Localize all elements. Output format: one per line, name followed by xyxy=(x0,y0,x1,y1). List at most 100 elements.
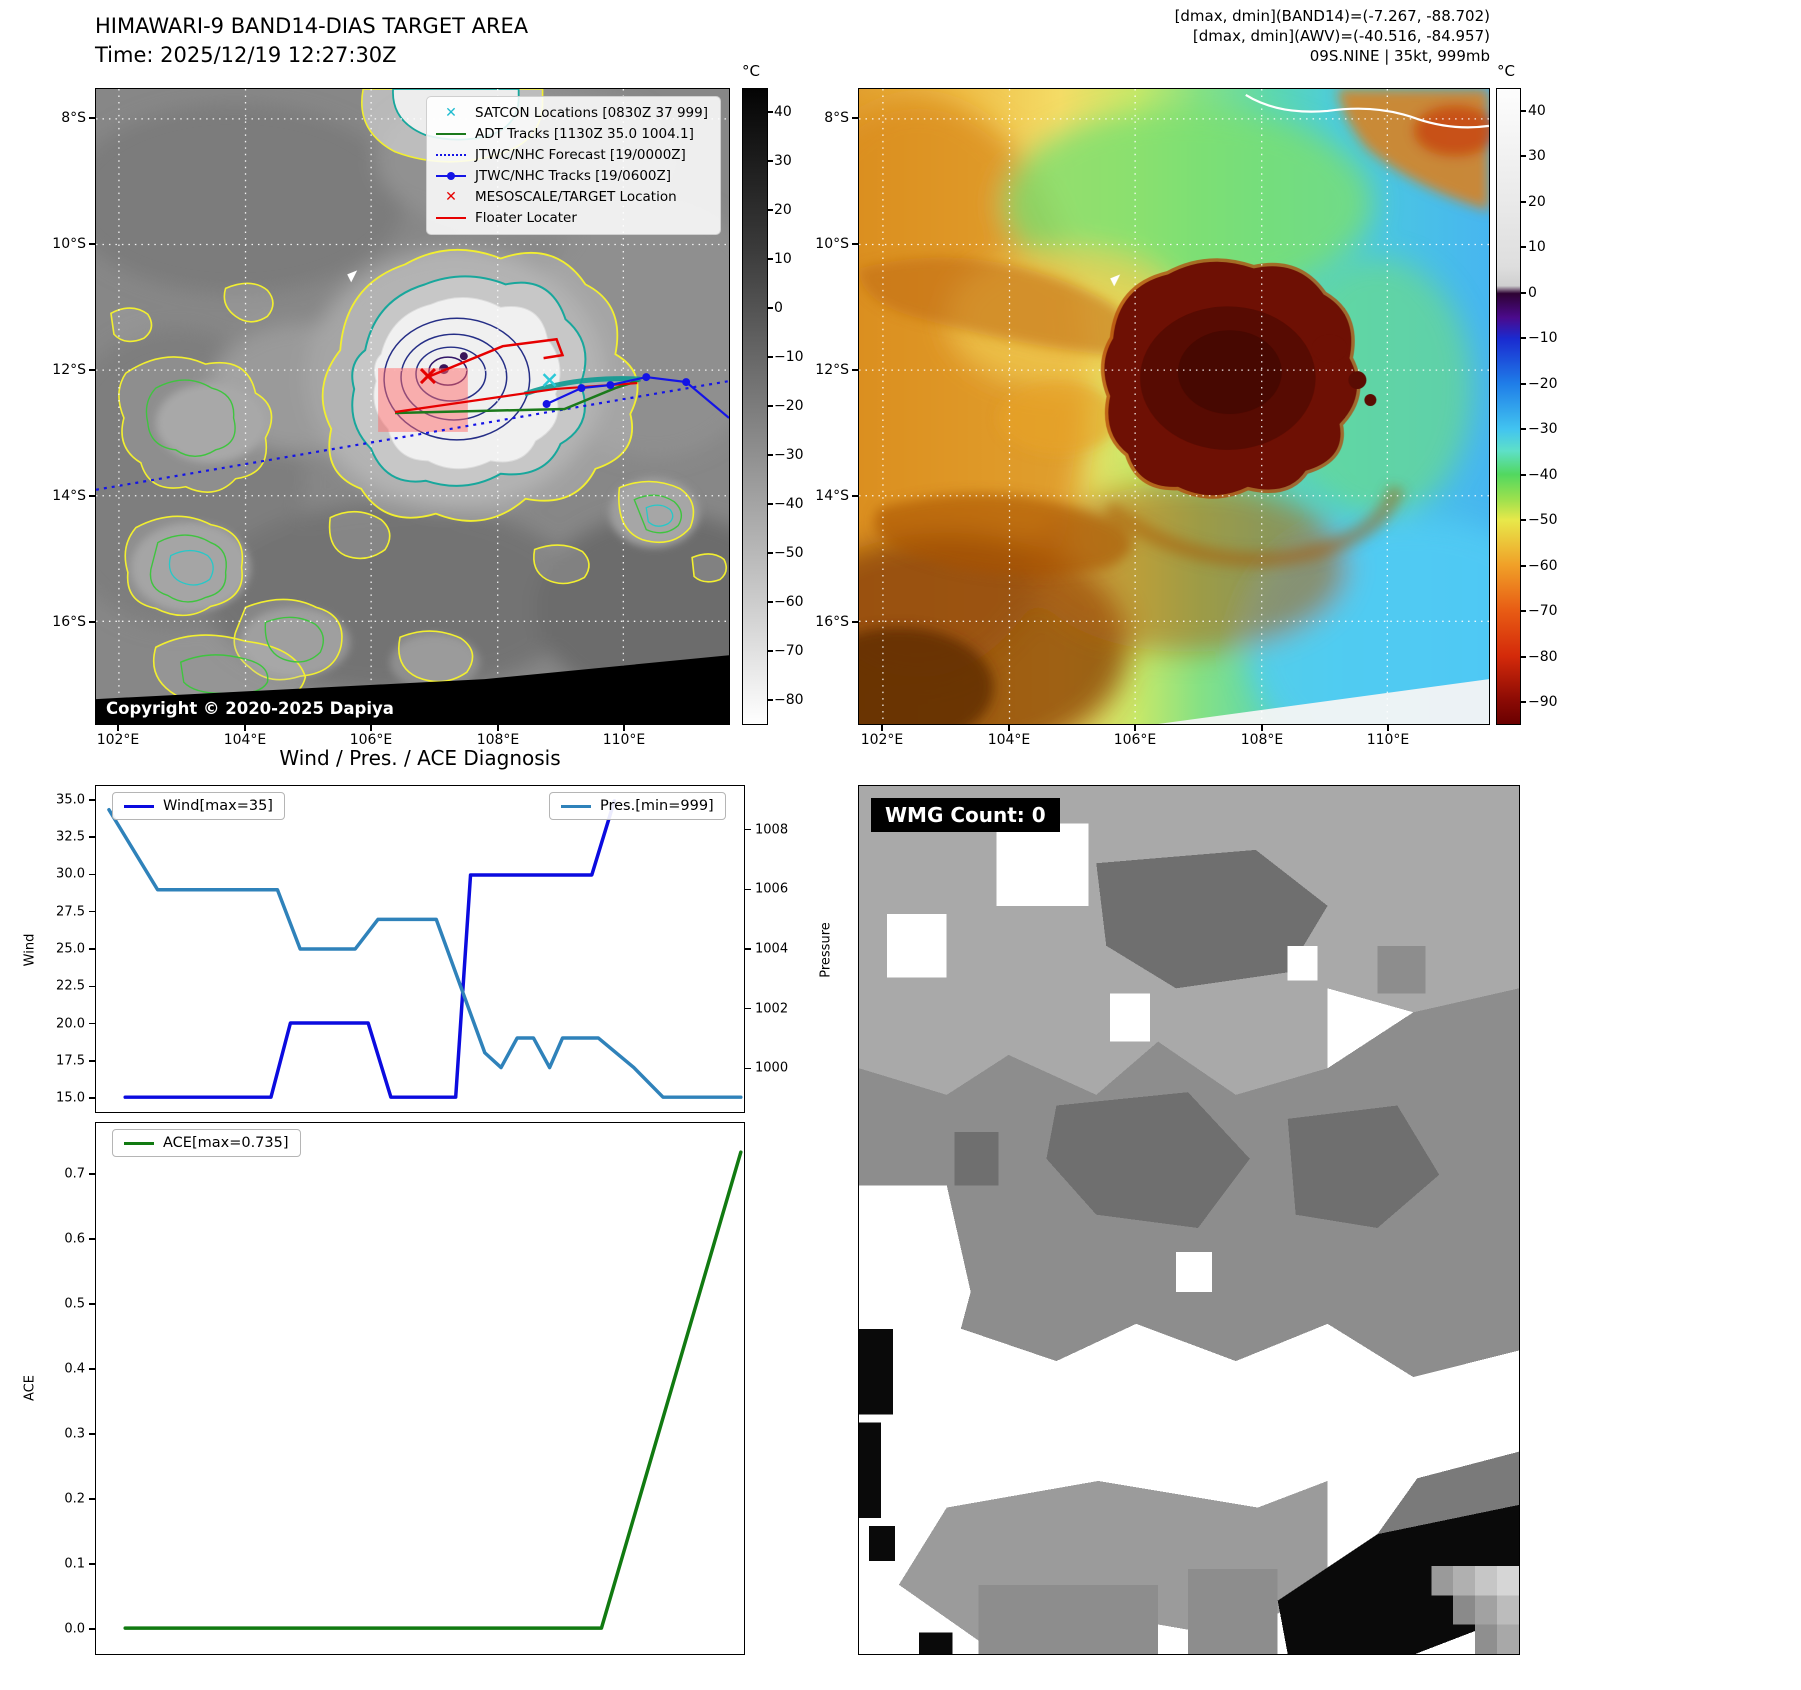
series-Pres.[min=999] xyxy=(107,808,743,1099)
y-tick-mark xyxy=(89,495,95,497)
colorbar-tick-mark xyxy=(768,503,773,505)
map-legend: ✕ SATCON Locations [0830Z 37 999] ADT Trac… xyxy=(426,96,721,235)
ace-legend-label: ACE[max=0.735] xyxy=(163,1135,289,1151)
dotted-line xyxy=(435,148,467,162)
colorbar-tick-label: 30 xyxy=(1528,148,1546,164)
colorbar-tick-label: −70 xyxy=(774,643,804,659)
chart-tick-mark xyxy=(89,1097,95,1099)
annotation-awv-extrema: [dmax, dmin](AWV)=(-40.516, -84.957) xyxy=(1192,27,1490,45)
chart-tick-mark xyxy=(89,1303,95,1305)
chart-y-tick-label: 0.2 xyxy=(64,1491,85,1507)
colorbar-tick-label: −40 xyxy=(1528,467,1558,483)
colorbar-tick-mark xyxy=(1521,519,1526,521)
awv-satellite-image xyxy=(859,89,1489,724)
x-tick-mark xyxy=(1387,725,1389,731)
colorbar-tick-mark xyxy=(768,454,773,456)
colorbar-tick-label: −50 xyxy=(774,545,804,561)
x-tick-label: 108°E xyxy=(476,732,520,748)
awv-colorbar-unit: °C xyxy=(1497,62,1515,80)
chart-y2-tick-label: 1006 xyxy=(755,881,789,897)
annotation-storm-id: 09S.NINE | 35kt, 999mb xyxy=(1309,47,1490,65)
x-tick-label: 102°E xyxy=(860,732,904,748)
y-tick-mark xyxy=(852,495,858,497)
chart-y-tick-label: 0.1 xyxy=(64,1556,85,1572)
chart-tick-mark xyxy=(89,910,95,913)
coldest-spot-2 xyxy=(459,352,468,361)
colorbar-tick-label: −80 xyxy=(774,692,804,708)
ace-chart xyxy=(95,1122,745,1655)
x-tick-mark xyxy=(117,725,119,731)
colorbar-tick-mark xyxy=(768,356,773,358)
scan-edge-light xyxy=(1158,679,1489,724)
colorbar-tick-label: 30 xyxy=(774,153,792,169)
ace-chart-canvas xyxy=(123,1150,743,1630)
wind-line-sample xyxy=(124,804,154,808)
graticule xyxy=(96,89,729,724)
y-tick-label: 10°S xyxy=(815,236,849,252)
x-tick-label: 102°E xyxy=(96,732,140,748)
wind-pressure-chart xyxy=(95,785,745,1113)
chart-tick-mark xyxy=(745,1007,751,1010)
colorbar-tick-mark xyxy=(1521,428,1526,430)
chart-tick-mark xyxy=(89,948,95,950)
y-tick-mark xyxy=(89,621,95,623)
colorbar-tick-label: 40 xyxy=(1528,103,1546,119)
chart-tick-mark xyxy=(89,1238,95,1240)
legend-label: Floater Locater xyxy=(475,210,577,226)
chart-tick-mark xyxy=(89,1173,95,1175)
chart-tick-mark xyxy=(745,888,751,891)
x-tick-mark xyxy=(370,725,372,731)
y-tick-label: 12°S xyxy=(815,362,849,378)
legend-label: SATCON Locations [0830Z 37 999] xyxy=(475,105,708,121)
target-x-marker xyxy=(419,368,436,385)
colorbar-tick-mark xyxy=(1521,155,1526,157)
colorbar-tick-mark xyxy=(1521,701,1526,703)
colorbar-tick-label: −10 xyxy=(774,349,804,365)
y-tick-label: 10°S xyxy=(52,236,86,252)
legend-label: JTWC/NHC Tracks [19/0600Z] xyxy=(475,168,672,184)
x-tick-mark xyxy=(1008,725,1010,731)
y-tick-mark xyxy=(852,243,858,245)
wind-legend-label: Wind[max=35] xyxy=(163,798,273,814)
chart-y2-tick-label: 1002 xyxy=(755,1001,789,1017)
pressure-legend: Pres.[min=999] xyxy=(549,792,726,820)
colorbar-tick-mark xyxy=(768,209,773,211)
awv-streaks xyxy=(859,89,1489,724)
chart-y-tick-label: 20.0 xyxy=(56,1016,85,1032)
y-tick-label: 8°S xyxy=(824,110,849,126)
awv-map-panel xyxy=(858,88,1490,725)
colorbar-tick-label: 20 xyxy=(1528,194,1546,210)
chart-tick-mark xyxy=(89,1563,95,1565)
line-with-dot xyxy=(435,169,467,183)
annotation-block: [dmax, dmin](BAND14)=(-7.267, -88.702) [… xyxy=(1175,6,1490,66)
wmg-panel: WMG Count: 0 xyxy=(858,785,1520,1655)
x-marker: ✕ xyxy=(445,189,457,205)
x-tick-label: 104°E xyxy=(223,732,267,748)
colorbar-tick-mark xyxy=(1521,337,1526,339)
chart-y-tick-label: 32.5 xyxy=(56,829,85,845)
colorbar-tick-mark xyxy=(768,650,773,652)
band14-title: HIMAWARI-9 BAND14-DIAS TARGET AREA xyxy=(95,14,529,38)
colorbar-tick-mark xyxy=(1521,565,1526,567)
colorbar-tick-label: −10 xyxy=(1528,330,1558,346)
colorbar-tick-mark xyxy=(1521,292,1526,294)
legend-item: JTWC/NHC Forecast [19/0000Z] xyxy=(435,147,708,163)
x-tick-mark xyxy=(1134,725,1136,731)
y-tick-mark xyxy=(852,117,858,119)
colorbar-tick-mark xyxy=(1521,201,1526,203)
legend-item: ✕ MESOSCALE/TARGET Location xyxy=(435,189,708,205)
y-tick-mark xyxy=(89,117,95,119)
wmg-image xyxy=(859,786,1519,1654)
x-marker: ✕ xyxy=(445,105,457,121)
x-tick-label: 104°E xyxy=(987,732,1031,748)
chart-y-tick-label: 15.0 xyxy=(56,1090,85,1106)
x-tick-mark xyxy=(497,725,499,731)
x-tick-label: 108°E xyxy=(1240,732,1284,748)
colorbar-tick-mark xyxy=(768,552,773,554)
y-tick-label: 14°S xyxy=(52,488,86,504)
chart-y-tick-label: 35.0 xyxy=(56,792,85,808)
ir-contours-cyan xyxy=(168,504,674,586)
copyright-text: Copyright © 2020-2025 Dapiya xyxy=(106,699,394,718)
band14-colorbar xyxy=(742,88,768,725)
legend-line-sample xyxy=(436,217,466,219)
